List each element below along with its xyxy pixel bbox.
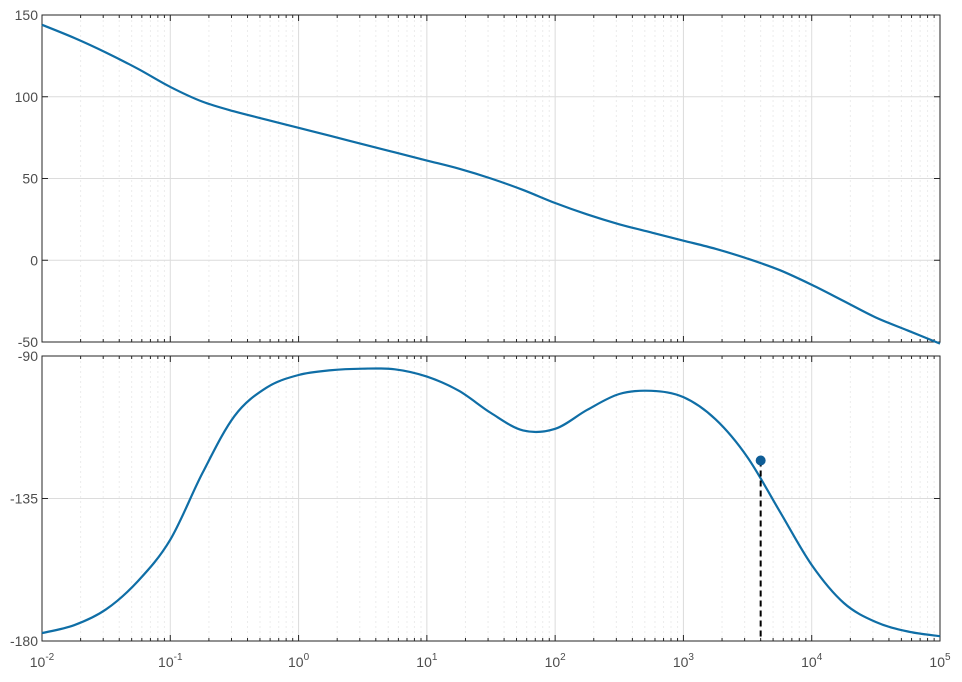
phase-axes-box: [41, 355, 941, 642]
phase-x-tick-label: 102: [545, 652, 567, 670]
phase-x-tick-label: 10-1: [158, 652, 183, 670]
phase-x-tick-label: 103: [673, 652, 695, 670]
phase-y-tick-label: -90: [18, 348, 38, 364]
phase-x-tick-label: 100: [288, 652, 310, 670]
magnitude-series-line: [41, 23, 941, 345]
magnitude-axes-box: [41, 14, 941, 343]
phase-y-tick-label: -180: [10, 633, 38, 649]
phase-x-tick-label: 10-2: [30, 652, 55, 670]
phase-x-tick-label: 101: [416, 652, 438, 670]
phase-axes: -90 -135 -180 10-2 10-1 100 101 102 103 104 105: [10, 348, 951, 670]
magnitude-y-tick-label: -50: [18, 334, 38, 350]
phase-x-tick-label: 104: [801, 652, 823, 670]
phase-y-tick-label: -135: [10, 491, 38, 507]
magnitude-y-tick-label: 150: [15, 7, 39, 23]
phase-data-point-marker[interactable]: [755, 455, 766, 466]
magnitude-axes: 150 100 50 0 -50: [15, 7, 941, 350]
magnitude-y-tick-label: 100: [15, 89, 39, 105]
phase-x-tick-label: 105: [929, 652, 951, 670]
magnitude-y-tick-label: 0: [30, 252, 38, 268]
phase-series-line: [41, 367, 941, 638]
magnitude-y-tick-label: 50: [22, 171, 38, 187]
